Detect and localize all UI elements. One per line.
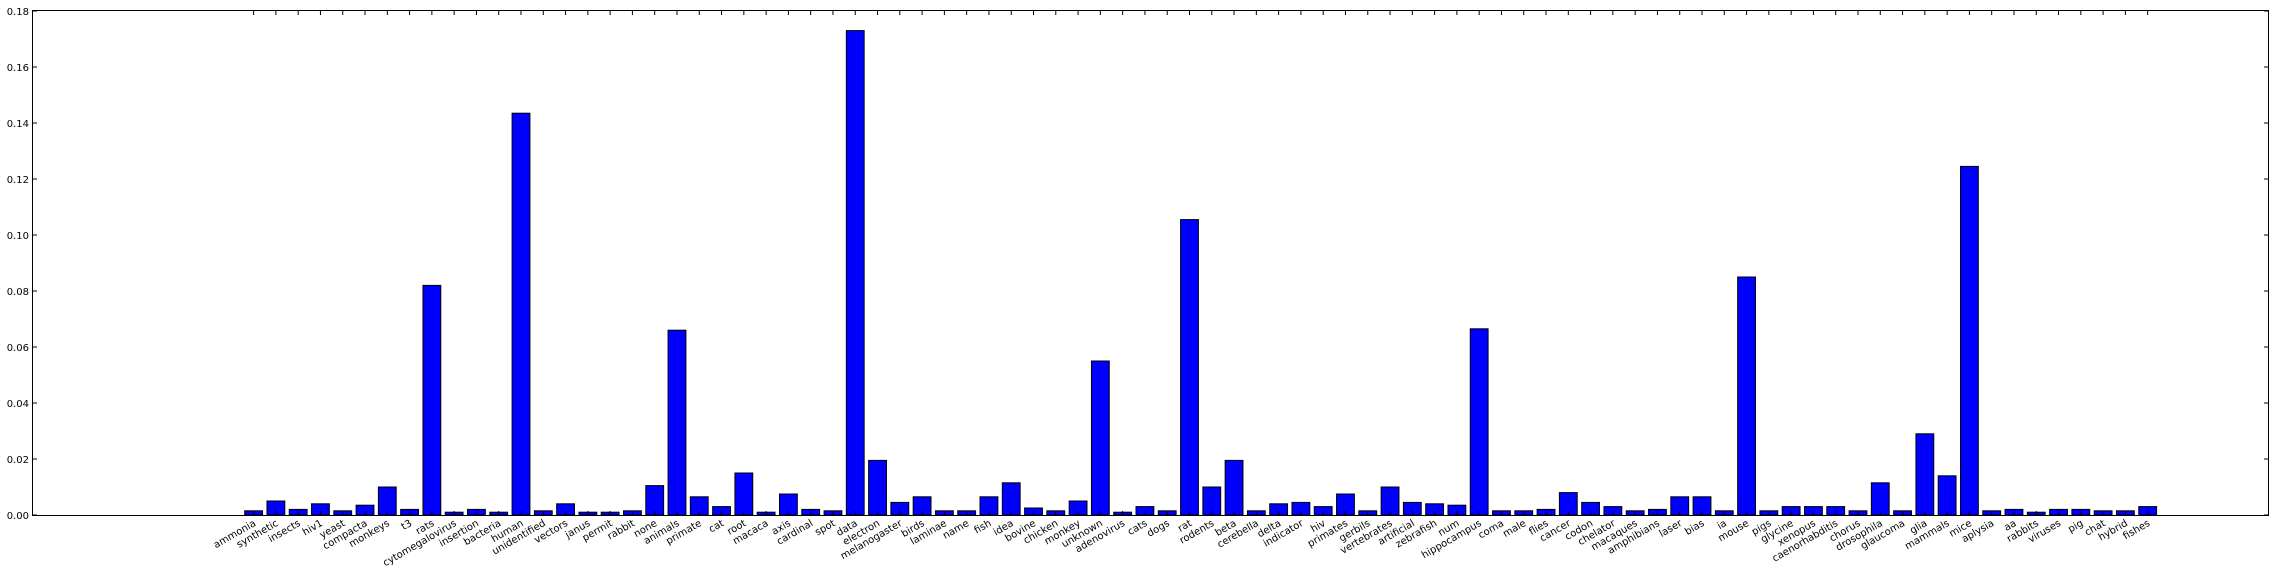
bar-monkeys [377,486,397,516]
x-tick-label-male: male [1501,518,1528,540]
x-tick-label-aa: aa [2002,518,2018,534]
x-tick-label-bias: bias [1683,518,1706,538]
x-tick-label-mammals: mammals [1903,518,1951,552]
y-tick-label: 0.14 [7,119,29,130]
x-tick-label-laser: laser [1658,518,1685,540]
bar-idea [1001,482,1021,516]
x-tick-label-cat: cat [707,518,726,535]
bar-vertebrates [1380,486,1400,516]
y-tick-label: 0.00 [7,511,29,522]
bar-mice [1959,165,1979,516]
bars-group [244,30,2158,516]
y-tick-label: 0.04 [7,399,29,410]
y-tick-label: 0.06 [7,343,29,354]
y-tick-label: 0.16 [7,63,29,74]
bar-rodents [1202,486,1222,516]
bar-unknown [1090,360,1110,516]
bar-none [645,485,665,516]
y-tick-label: 0.18 [7,7,29,18]
bar-rat [1180,219,1199,516]
bar-animals [667,329,687,516]
x-tick-label-spot: spot [813,518,837,538]
plot-frame [32,10,2269,516]
x-tick-label-cats: cats [1126,518,1149,538]
y-tick-label: 0.08 [7,287,29,298]
x-tick-label-dogs: dogs [1145,518,1171,540]
x-tick-label-name: name [941,518,971,542]
y-tick-label: 0.12 [7,175,29,186]
y-tick-label: 0.02 [7,455,29,466]
bar-data [845,30,865,516]
bar-hippocampus [1469,328,1489,516]
bar-mammals [1937,475,1957,516]
y-axis: 0.00 0.02 0.04 0.06 0.08 0.10 0.12 0.14 0.16 0.18 [7,7,2268,522]
bar-mouse [1737,276,1756,516]
x-tick-label-fish: fish [972,518,993,536]
bar-drosophila [1870,482,1890,516]
x-tick-label-t3: t3 [400,518,414,533]
x-tick-label-pig: pig [2066,518,2085,535]
y-tick-label: 0.10 [7,231,29,242]
bar-root [734,472,754,516]
bar-electron [868,459,887,516]
bar-beta [1224,459,1244,516]
bar-rats [422,284,442,516]
bar-human [511,112,531,516]
bar-glia [1915,433,1935,516]
